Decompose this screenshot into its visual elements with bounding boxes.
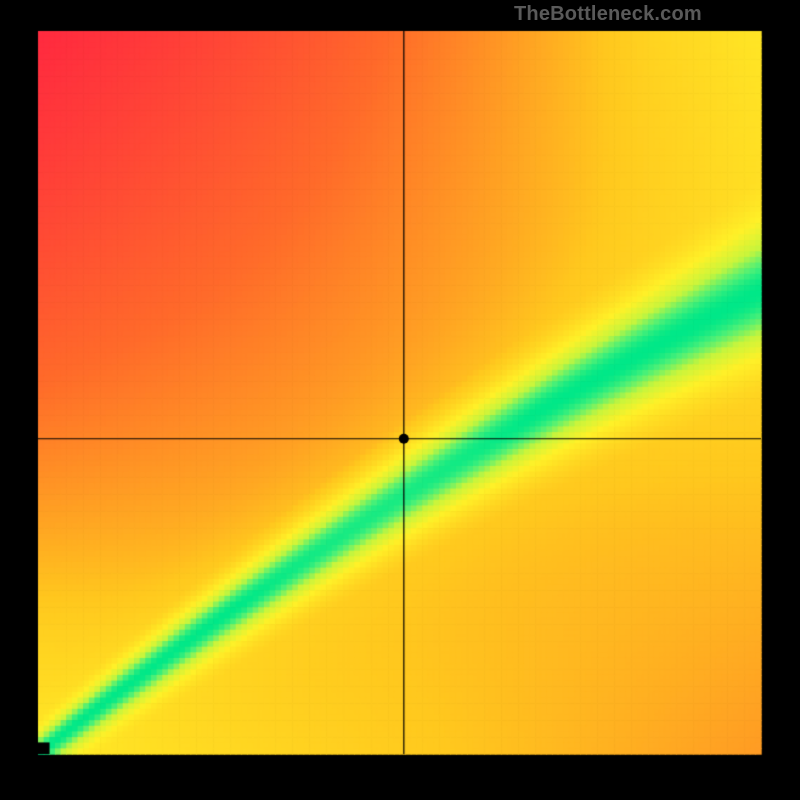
bottleneck-heatmap: [0, 0, 800, 800]
source-watermark: TheBottleneck.com: [514, 3, 702, 26]
chart-container: TheBottleneck.com: [0, 0, 800, 800]
